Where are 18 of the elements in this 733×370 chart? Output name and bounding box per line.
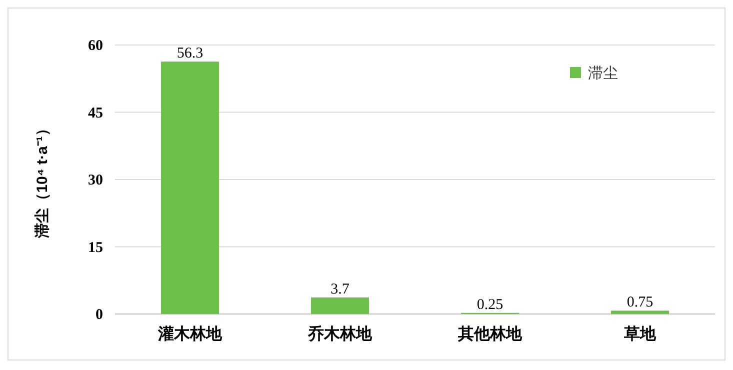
data-label: 56.3 [176, 46, 204, 62]
y-tick-label: 15 [88, 240, 103, 256]
legend-label: 滞尘 [588, 65, 618, 82]
y-tick-label: 60 [88, 38, 103, 54]
x-tick-label: 草地 [623, 325, 657, 343]
bar [311, 297, 369, 314]
x-tick-label: 灌木林地 [157, 325, 223, 343]
bar [161, 62, 219, 314]
bar [611, 310, 669, 314]
data-label: 3.7 [330, 281, 350, 298]
y-tick-label: 0 [96, 307, 103, 323]
y-axis-title: 滞尘（10⁴ t·a⁻¹） [34, 121, 51, 239]
y-tick-label: 45 [88, 105, 103, 122]
y-tick-label: 30 [88, 172, 103, 188]
x-tick-label: 其他林地 [457, 325, 523, 343]
data-label: 0.25 [476, 296, 504, 313]
x-tick-label: 乔木林地 [307, 325, 373, 343]
data-label: 0.75 [626, 294, 654, 311]
